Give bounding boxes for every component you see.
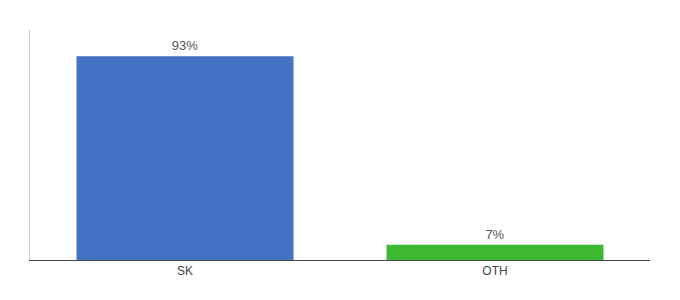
svg-text:SK: SK xyxy=(177,264,193,278)
svg-text:7%: 7% xyxy=(485,227,504,242)
svg-text:OTH: OTH xyxy=(482,264,507,278)
svg-text:93%: 93% xyxy=(172,38,198,53)
